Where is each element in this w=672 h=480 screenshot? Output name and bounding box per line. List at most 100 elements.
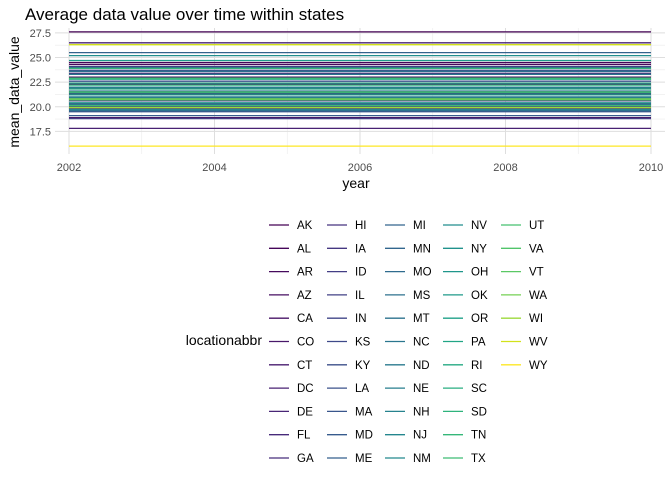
axes: 2002 2004 2006 2008 2010 17.5 20.0 22.5 25.0 27.5 <box>30 28 664 174</box>
legend-item-wa: WA <box>501 290 547 302</box>
legend-label: KY <box>355 360 371 372</box>
series-lines <box>69 31 651 147</box>
legend-item-ny: NY <box>443 243 487 255</box>
legend-item-ri: RI <box>443 360 483 372</box>
legend-item-fl: FL <box>269 430 311 442</box>
legend-item-ok: OK <box>443 290 488 302</box>
x-tick-label: 2008 <box>493 162 517 174</box>
chart-title: Average data value over time within stat… <box>25 5 344 24</box>
y-tick-label: 17.5 <box>30 126 51 138</box>
legend-item-nm: NM <box>385 453 431 465</box>
legend-item-tn: TN <box>443 430 486 442</box>
legend-label: HI <box>355 220 367 232</box>
legend-label: WV <box>529 337 548 349</box>
legend-item-tx: TX <box>443 453 486 465</box>
legend-label: CA <box>297 313 313 325</box>
legend-label: NM <box>413 453 431 465</box>
legend-item-in: IN <box>327 313 367 325</box>
legend-label: MA <box>355 406 373 418</box>
legend-label: MD <box>355 430 373 442</box>
legend-item-pa: PA <box>443 337 486 349</box>
legend-item-va: VA <box>501 243 544 255</box>
legend-label: GA <box>297 453 314 465</box>
legend-item-mt: MT <box>385 313 430 325</box>
legend-item-md: MD <box>327 430 373 442</box>
legend-item-de: DE <box>269 406 313 418</box>
legend-item-ak: AK <box>269 220 313 232</box>
legend-label: NY <box>471 243 487 255</box>
legend-label: MO <box>413 267 432 279</box>
legend-label: NH <box>413 406 430 418</box>
legend-item-or: OR <box>443 313 488 325</box>
legend-label: CO <box>297 337 314 349</box>
legend-label: CT <box>297 360 312 372</box>
y-tick-label: 25.0 <box>30 53 51 65</box>
legend-label: WA <box>529 290 547 302</box>
legend-label: AL <box>297 243 312 255</box>
legend-item-dc: DC <box>269 383 314 395</box>
legend-label: IN <box>355 313 367 325</box>
legend-title: locationabbr <box>186 332 263 348</box>
legend-item-il: IL <box>327 290 365 302</box>
x-tick-label: 2002 <box>57 162 81 174</box>
legend-label: MN <box>413 243 431 255</box>
legend-item-ct: CT <box>269 360 312 372</box>
legend-label: VA <box>529 243 544 255</box>
legend-item-az: AZ <box>269 290 312 302</box>
legend-item-id: ID <box>327 267 367 279</box>
legend-label: OH <box>471 267 488 279</box>
legend-item-mi: MI <box>385 220 426 232</box>
legend-label: SC <box>471 383 487 395</box>
y-tick-label: 20.0 <box>30 102 51 114</box>
legend-label: IL <box>355 290 365 302</box>
y-axis-label: mean_data_value <box>6 36 22 148</box>
legend-item-ma: MA <box>327 406 373 418</box>
legend-item-ks: KS <box>327 337 371 349</box>
legend-label: LA <box>355 383 369 395</box>
legend-item-wv: WV <box>501 337 548 349</box>
legend-label: DC <box>297 383 314 395</box>
legend-label: VT <box>529 267 544 279</box>
legend-label: ID <box>355 267 367 279</box>
legend-item-ar: AR <box>269 267 313 279</box>
legend-item-ne: NE <box>385 383 429 395</box>
legend: locationabbr AK AL AR AZ CA CO CT DC DE FL GA HI IA I… <box>186 220 548 465</box>
legend-item-wy: WY <box>501 360 548 372</box>
legend-item-oh: OH <box>443 267 488 279</box>
legend-label: AK <box>297 220 313 232</box>
legend-item-ca: CA <box>269 313 313 325</box>
legend-item-nc: NC <box>385 337 430 349</box>
legend-label: MS <box>413 290 431 302</box>
legend-item-ga: GA <box>269 453 314 465</box>
legend-label: OR <box>471 313 488 325</box>
legend-item-sd: SD <box>443 406 487 418</box>
legend-label: ME <box>355 453 373 465</box>
legend-label: AR <box>297 267 313 279</box>
legend-item-nd: ND <box>385 360 430 372</box>
x-tick-label: 2010 <box>639 162 663 174</box>
legend-label: IA <box>355 243 366 255</box>
legend-item-sc: SC <box>443 383 487 395</box>
legend-label: KS <box>355 337 371 349</box>
legend-item-nv: NV <box>443 220 487 232</box>
legend-item-al: AL <box>269 243 312 255</box>
legend-label: NV <box>471 220 487 232</box>
legend-label: OK <box>471 290 488 302</box>
x-tick-label: 2006 <box>348 162 372 174</box>
legend-item-la: LA <box>327 383 369 395</box>
legend-item-hi: HI <box>327 220 367 232</box>
legend-item-mn: MN <box>385 243 431 255</box>
x-tick-label: 2004 <box>202 162 226 174</box>
legend-label: WI <box>529 313 543 325</box>
legend-label: NE <box>413 383 429 395</box>
legend-label: WY <box>529 360 548 372</box>
legend-label: PA <box>471 337 486 349</box>
legend-item-ut: UT <box>501 220 544 232</box>
legend-item-ia: IA <box>327 243 366 255</box>
legend-label: SD <box>471 406 487 418</box>
legend-item-mo: MO <box>385 267 432 279</box>
legend-item-vt: VT <box>501 267 544 279</box>
legend-item-me: ME <box>327 453 373 465</box>
x-axis-label: year <box>342 175 370 191</box>
